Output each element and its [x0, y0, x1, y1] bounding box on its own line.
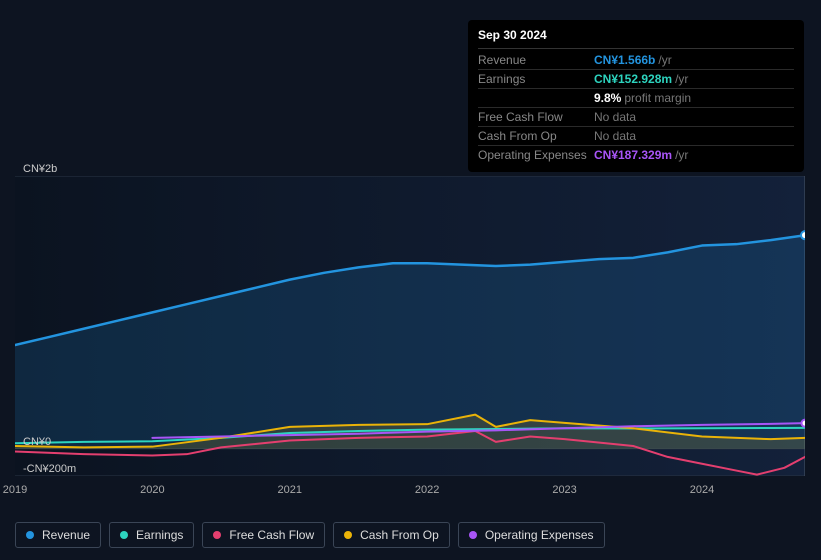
- tooltip-date: Sep 30 2024: [478, 28, 794, 49]
- tooltip-rows: RevenueCN¥1.566b/yrEarningsCN¥152.928m/y…: [478, 51, 794, 164]
- chart-plot-area[interactable]: [15, 176, 805, 476]
- legend-label: Earnings: [136, 528, 183, 542]
- legend-dot-icon: [344, 531, 352, 539]
- tooltip-row: Cash From OpNo data: [478, 127, 794, 146]
- legend-item-free-cash-flow[interactable]: Free Cash Flow: [202, 522, 325, 548]
- tooltip-row: Free Cash FlowNo data: [478, 108, 794, 127]
- financial-chart[interactable]: CN¥2bCN¥0-CN¥200m 2019202020212022202320…: [15, 158, 805, 502]
- tooltip-metric-label: Earnings: [478, 72, 594, 86]
- legend-label: Operating Expenses: [485, 528, 594, 542]
- tooltip-metric-suffix: /yr: [658, 53, 671, 67]
- x-axis-label: 2021: [278, 484, 302, 496]
- tooltip-metric-suffix: profit margin: [624, 91, 691, 105]
- tooltip-metric-value: CN¥1.566b: [594, 53, 655, 67]
- legend-label: Free Cash Flow: [229, 528, 314, 542]
- tooltip-metric-label: Free Cash Flow: [478, 110, 594, 124]
- legend-dot-icon: [469, 531, 477, 539]
- x-axis-label: 2024: [690, 484, 714, 496]
- x-axis-label: 2022: [415, 484, 439, 496]
- y-axis-label: CN¥0: [23, 436, 51, 448]
- tooltip-metric-suffix: /yr: [675, 72, 688, 86]
- tooltip-metric-suffix: /yr: [675, 148, 688, 162]
- legend-item-cash-from-op[interactable]: Cash From Op: [333, 522, 450, 548]
- tooltip-metric-value: No data: [594, 110, 636, 124]
- legend-item-revenue[interactable]: Revenue: [15, 522, 101, 548]
- tooltip-metric-label: Revenue: [478, 53, 594, 67]
- tooltip-metric-value: CN¥152.928m: [594, 72, 672, 86]
- tooltip-row: Operating ExpensesCN¥187.329m/yr: [478, 146, 794, 164]
- legend: Revenue Earnings Free Cash Flow Cash From O…: [15, 522, 605, 548]
- tooltip-metric-value: No data: [594, 129, 636, 143]
- y-axis-label: -CN¥200m: [23, 463, 76, 475]
- tooltip-metric-label: Operating Expenses: [478, 148, 594, 162]
- legend-dot-icon: [120, 531, 128, 539]
- tooltip-metric-value: 9.8%: [594, 91, 621, 105]
- data-tooltip: Sep 30 2024 RevenueCN¥1.566b/yrEarningsC…: [468, 20, 804, 172]
- x-axis-label: 2020: [140, 484, 164, 496]
- x-axis-label: 2019: [3, 484, 27, 496]
- legend-dot-icon: [213, 531, 221, 539]
- tooltip-row: 9.8%profit margin: [478, 89, 794, 108]
- y-axis-label: CN¥2b: [23, 163, 57, 175]
- tooltip-metric-value: CN¥187.329m: [594, 148, 672, 162]
- legend-item-operating-expenses[interactable]: Operating Expenses: [458, 522, 605, 548]
- legend-item-earnings[interactable]: Earnings: [109, 522, 194, 548]
- x-axis-label: 2023: [552, 484, 576, 496]
- tooltip-metric-label: Cash From Op: [478, 129, 594, 143]
- legend-label: Revenue: [42, 528, 90, 542]
- tooltip-row: EarningsCN¥152.928m/yr: [478, 70, 794, 89]
- legend-label: Cash From Op: [360, 528, 439, 542]
- tooltip-row: RevenueCN¥1.566b/yr: [478, 51, 794, 70]
- legend-dot-icon: [26, 531, 34, 539]
